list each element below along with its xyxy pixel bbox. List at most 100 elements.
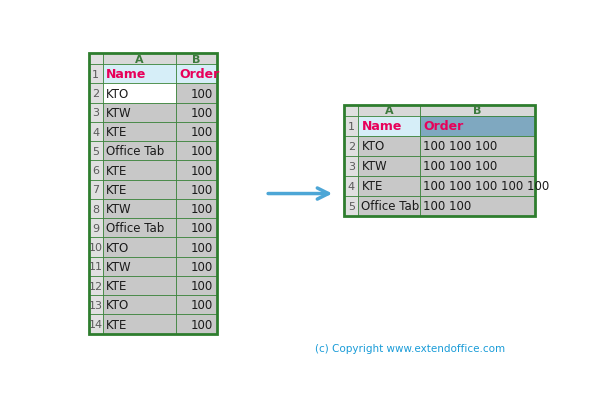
Text: 9: 9 bbox=[92, 223, 99, 233]
Bar bbox=[176, 161, 216, 180]
Text: 100: 100 bbox=[191, 183, 213, 196]
Text: 100: 100 bbox=[191, 126, 213, 139]
Bar bbox=[176, 180, 216, 199]
Bar bbox=[359, 156, 420, 176]
Text: KTO: KTO bbox=[362, 140, 384, 153]
Bar bbox=[103, 180, 176, 199]
Text: 100: 100 bbox=[191, 222, 213, 235]
Bar bbox=[420, 196, 535, 216]
Bar bbox=[176, 238, 216, 257]
Text: Name: Name bbox=[106, 68, 146, 81]
Text: 3: 3 bbox=[348, 162, 355, 171]
Text: 100: 100 bbox=[191, 164, 213, 177]
Text: 1: 1 bbox=[348, 122, 355, 132]
Text: 12: 12 bbox=[89, 281, 103, 291]
Text: KTE: KTE bbox=[106, 279, 127, 292]
Bar bbox=[176, 257, 216, 276]
Bar bbox=[420, 156, 535, 176]
Bar bbox=[89, 199, 103, 219]
Text: Office Tab: Office Tab bbox=[106, 145, 164, 158]
Text: Office Tab: Office Tab bbox=[106, 222, 164, 235]
Text: 100 100 100: 100 100 100 bbox=[423, 160, 498, 173]
Bar bbox=[103, 296, 176, 315]
Bar bbox=[420, 176, 535, 196]
Text: KTW: KTW bbox=[106, 260, 131, 273]
Bar bbox=[176, 276, 216, 296]
Bar bbox=[176, 103, 216, 123]
Bar bbox=[344, 176, 359, 196]
Bar bbox=[359, 136, 420, 156]
Text: 11: 11 bbox=[89, 261, 103, 271]
Bar bbox=[89, 315, 103, 334]
Text: 100: 100 bbox=[191, 299, 213, 312]
Bar bbox=[359, 176, 420, 196]
Text: KTO: KTO bbox=[106, 87, 129, 100]
Bar bbox=[89, 161, 103, 180]
Text: 14: 14 bbox=[89, 319, 103, 329]
Bar bbox=[89, 238, 103, 257]
Bar bbox=[89, 123, 103, 142]
Bar bbox=[344, 106, 359, 116]
Text: 100: 100 bbox=[191, 279, 213, 292]
Bar bbox=[176, 65, 216, 84]
Bar bbox=[359, 196, 420, 216]
Bar bbox=[89, 276, 103, 296]
Bar bbox=[176, 199, 216, 219]
Text: 8: 8 bbox=[92, 204, 99, 214]
Bar bbox=[103, 276, 176, 296]
Bar bbox=[103, 123, 176, 142]
Bar bbox=[89, 142, 103, 161]
Text: KTW: KTW bbox=[362, 160, 387, 173]
Bar bbox=[420, 116, 535, 136]
Bar bbox=[359, 106, 420, 116]
Text: 2: 2 bbox=[348, 142, 355, 152]
Text: 2: 2 bbox=[92, 89, 99, 99]
Text: 13: 13 bbox=[89, 300, 103, 310]
Bar bbox=[176, 84, 216, 103]
Text: 100: 100 bbox=[191, 145, 213, 158]
Text: 5: 5 bbox=[348, 201, 355, 211]
Bar bbox=[103, 257, 176, 276]
Bar bbox=[344, 106, 535, 216]
Bar bbox=[103, 219, 176, 238]
Text: 10: 10 bbox=[89, 243, 103, 252]
Text: A: A bbox=[385, 106, 394, 116]
Bar bbox=[103, 238, 176, 257]
Text: 100 100 100 100 100: 100 100 100 100 100 bbox=[423, 180, 549, 193]
Bar bbox=[103, 54, 176, 65]
Text: KTE: KTE bbox=[106, 164, 127, 177]
Text: KTW: KTW bbox=[106, 203, 131, 215]
Bar bbox=[103, 65, 176, 84]
Text: Order: Order bbox=[179, 68, 219, 81]
Bar bbox=[344, 116, 359, 136]
Bar bbox=[89, 180, 103, 199]
Bar bbox=[103, 103, 176, 123]
Text: 5: 5 bbox=[92, 146, 99, 156]
Text: B: B bbox=[474, 106, 482, 116]
Bar bbox=[89, 103, 103, 123]
Bar bbox=[176, 296, 216, 315]
Text: 100 100 100: 100 100 100 bbox=[423, 140, 498, 153]
Bar bbox=[89, 296, 103, 315]
Bar bbox=[89, 257, 103, 276]
Text: KTE: KTE bbox=[106, 126, 127, 139]
Text: 100: 100 bbox=[191, 318, 213, 331]
Text: 100: 100 bbox=[191, 260, 213, 273]
Text: 100: 100 bbox=[191, 87, 213, 100]
Text: KTE: KTE bbox=[362, 180, 383, 193]
Text: KTE: KTE bbox=[106, 183, 127, 196]
Text: 6: 6 bbox=[92, 166, 99, 176]
Text: B: B bbox=[192, 55, 201, 65]
Bar bbox=[344, 196, 359, 216]
Bar bbox=[89, 84, 103, 103]
Text: Name: Name bbox=[362, 120, 402, 133]
Bar bbox=[344, 136, 359, 156]
Text: KTE: KTE bbox=[106, 318, 127, 331]
Bar bbox=[176, 315, 216, 334]
Text: Order: Order bbox=[423, 120, 464, 133]
Text: 100: 100 bbox=[191, 107, 213, 119]
Bar bbox=[359, 116, 420, 136]
Text: 4: 4 bbox=[348, 181, 355, 191]
Bar bbox=[103, 161, 176, 180]
Text: 100: 100 bbox=[191, 241, 213, 254]
